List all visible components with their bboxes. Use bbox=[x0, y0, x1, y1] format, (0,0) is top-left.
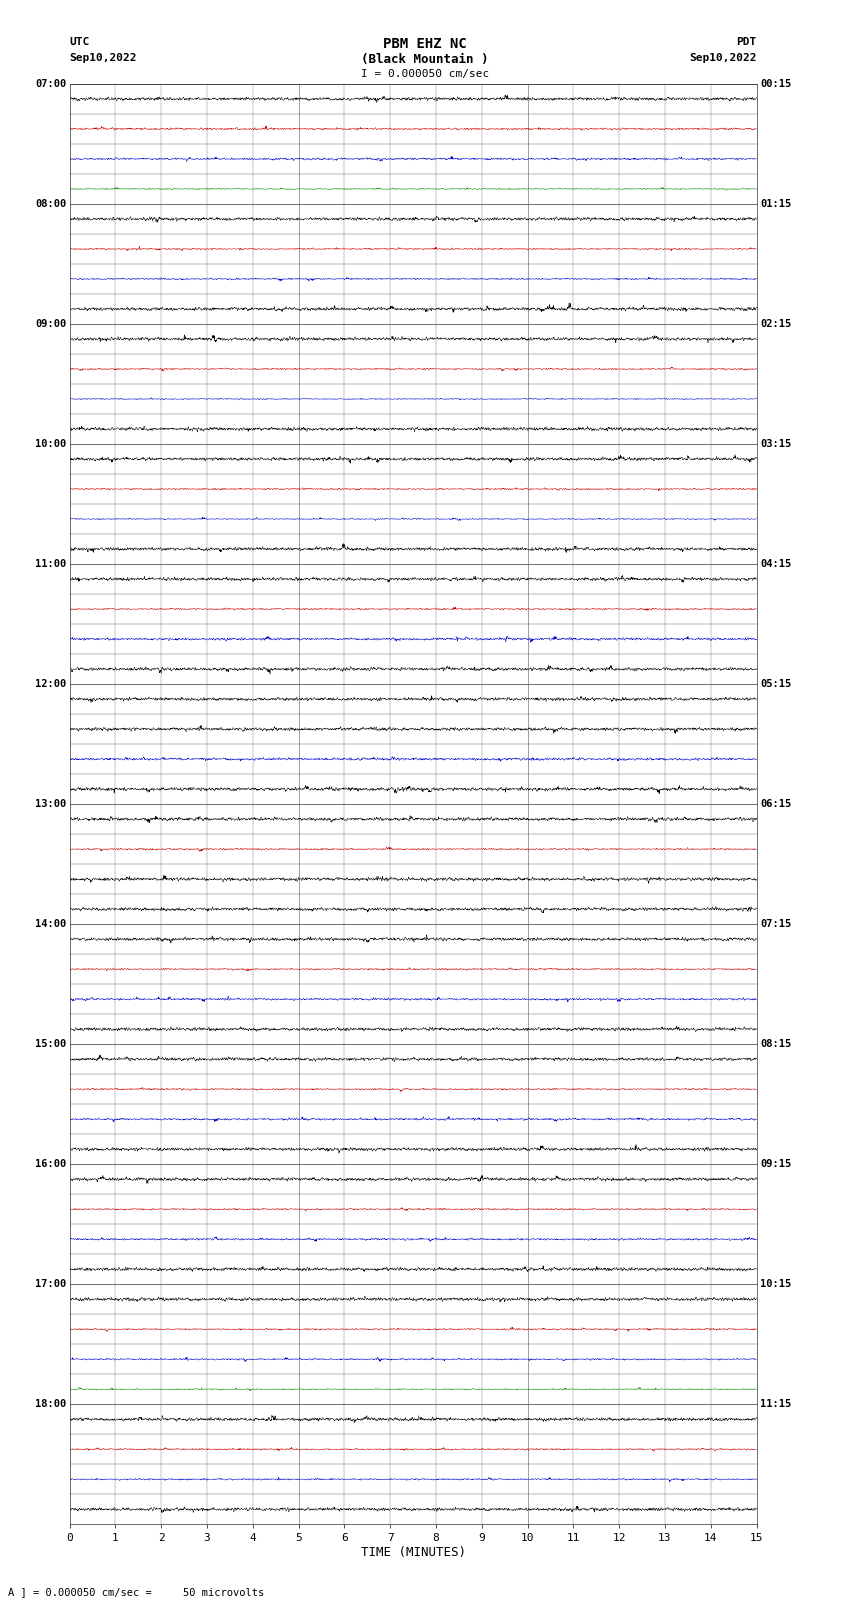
Text: PDT: PDT bbox=[736, 37, 756, 47]
Text: 06:15: 06:15 bbox=[760, 798, 791, 810]
Text: 03:15: 03:15 bbox=[760, 439, 791, 448]
Text: 10:15: 10:15 bbox=[760, 1279, 791, 1289]
Text: PBM EHZ NC: PBM EHZ NC bbox=[383, 37, 467, 52]
Text: 08:00: 08:00 bbox=[35, 198, 66, 210]
Text: 01:15: 01:15 bbox=[760, 198, 791, 210]
Text: 00:15: 00:15 bbox=[760, 79, 791, 89]
Text: 11:00: 11:00 bbox=[35, 560, 66, 569]
Text: 17:00: 17:00 bbox=[35, 1279, 66, 1289]
Text: 05:15: 05:15 bbox=[760, 679, 791, 689]
Text: 04:15: 04:15 bbox=[760, 560, 791, 569]
Text: 18:00: 18:00 bbox=[35, 1398, 66, 1410]
Text: 14:00: 14:00 bbox=[35, 919, 66, 929]
Text: UTC: UTC bbox=[70, 37, 90, 47]
Text: 09:00: 09:00 bbox=[35, 319, 66, 329]
Text: 11:15: 11:15 bbox=[760, 1398, 791, 1410]
Text: 10:00: 10:00 bbox=[35, 439, 66, 448]
X-axis label: TIME (MINUTES): TIME (MINUTES) bbox=[360, 1547, 466, 1560]
Text: 13:00: 13:00 bbox=[35, 798, 66, 810]
Text: (Black Mountain ): (Black Mountain ) bbox=[361, 53, 489, 66]
Text: 16:00: 16:00 bbox=[35, 1160, 66, 1169]
Text: I = 0.000050 cm/sec: I = 0.000050 cm/sec bbox=[361, 69, 489, 79]
Text: 15:00: 15:00 bbox=[35, 1039, 66, 1048]
Text: 09:15: 09:15 bbox=[760, 1160, 791, 1169]
Text: Sep10,2022: Sep10,2022 bbox=[689, 53, 756, 63]
Text: Sep10,2022: Sep10,2022 bbox=[70, 53, 137, 63]
Text: 07:00: 07:00 bbox=[35, 79, 66, 89]
Text: 02:15: 02:15 bbox=[760, 319, 791, 329]
Text: A ] = 0.000050 cm/sec =     50 microvolts: A ] = 0.000050 cm/sec = 50 microvolts bbox=[8, 1587, 264, 1597]
Text: 07:15: 07:15 bbox=[760, 919, 791, 929]
Text: 08:15: 08:15 bbox=[760, 1039, 791, 1048]
Text: 12:00: 12:00 bbox=[35, 679, 66, 689]
